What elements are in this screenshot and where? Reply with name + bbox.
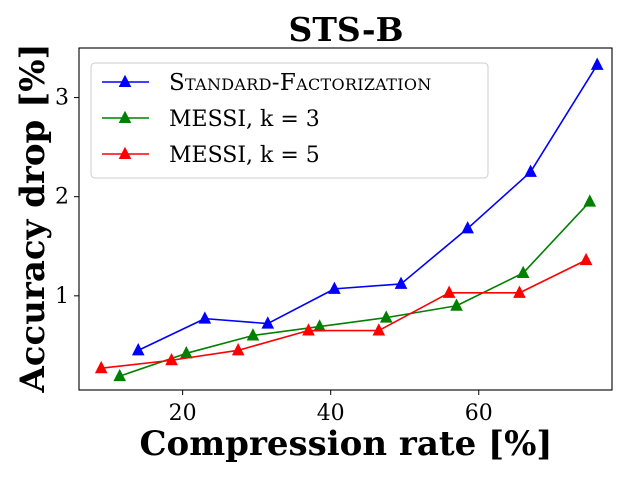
series-line-2 bbox=[101, 259, 587, 369]
legend-label-0: Standard-Factorization bbox=[169, 70, 432, 96]
data-point bbox=[302, 323, 315, 336]
data-point bbox=[246, 328, 260, 341]
data-point bbox=[328, 281, 341, 294]
y-tick-label: 3 bbox=[55, 86, 69, 111]
data-point bbox=[261, 316, 275, 329]
data-point bbox=[394, 276, 408, 289]
data-point bbox=[231, 343, 245, 356]
legend-label-2: MESSI, k = 5 bbox=[169, 143, 320, 168]
x-axis-label: Compression rate [%] bbox=[139, 424, 552, 464]
y-tick-label: 2 bbox=[55, 185, 69, 210]
data-point bbox=[94, 360, 108, 374]
data-point bbox=[379, 310, 393, 323]
legend-label-1: MESSI, k = 3 bbox=[169, 107, 320, 132]
data-point bbox=[524, 164, 537, 177]
data-point bbox=[450, 298, 463, 311]
y-axis-label: Accuracy drop [%] bbox=[13, 43, 53, 393]
data-point bbox=[513, 285, 526, 298]
data-point bbox=[579, 252, 593, 266]
axes-frame bbox=[78, 47, 613, 391]
data-point bbox=[516, 265, 530, 279]
y-tick-label: 1 bbox=[55, 284, 69, 309]
data-point bbox=[372, 323, 386, 336]
series-line-1 bbox=[119, 201, 591, 377]
data-point bbox=[590, 57, 604, 70]
legend-box bbox=[90, 62, 489, 179]
data-point bbox=[165, 352, 178, 366]
chart-title: STS-B bbox=[288, 10, 403, 49]
x-tick-label: 60 bbox=[465, 401, 493, 426]
data-point bbox=[198, 311, 212, 324]
data-point bbox=[583, 194, 597, 207]
data-point bbox=[442, 285, 456, 298]
series-line-0 bbox=[137, 64, 598, 352]
data-point bbox=[113, 368, 127, 382]
legend-marker-0 bbox=[118, 74, 132, 87]
legend: Standard-Factorization MESSI, k = 3 MESSI,… bbox=[90, 62, 489, 179]
data-point bbox=[131, 343, 145, 356]
plot-area: 20 40 60 1 2 3 bbox=[55, 47, 613, 426]
x-tick-label: 20 bbox=[169, 401, 197, 426]
x-tick-label: 40 bbox=[317, 401, 345, 426]
data-point bbox=[461, 221, 474, 234]
legend-marker-1 bbox=[118, 110, 132, 123]
legend-marker-2 bbox=[118, 146, 132, 159]
